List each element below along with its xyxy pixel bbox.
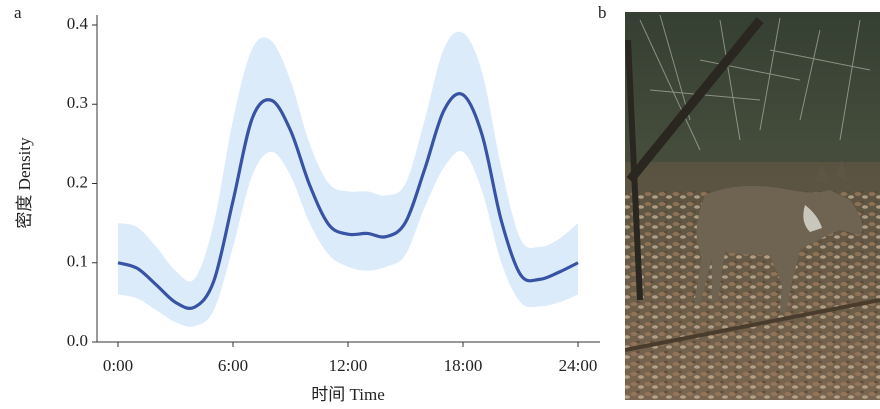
photo xyxy=(625,12,880,400)
x-tick-label: 0:00 xyxy=(103,356,133,375)
x-tick-label: 12:00 xyxy=(329,356,368,375)
panel-label: a xyxy=(14,3,22,22)
confidence-band xyxy=(118,31,578,327)
y-tick-label: 0.1 xyxy=(67,252,88,271)
y-tick-label: 0.2 xyxy=(67,172,88,191)
y-tick-label: 0.0 xyxy=(67,331,88,350)
plot xyxy=(117,31,579,327)
y-axis-label: 密度 Density xyxy=(15,137,34,229)
x-axis-label: 时间 Time xyxy=(311,385,385,404)
y-tick-label: 0.3 xyxy=(67,93,88,112)
density-line xyxy=(117,92,579,311)
x-tick-label: 18:00 xyxy=(444,356,483,375)
panel-label: b xyxy=(598,3,607,22)
deer xyxy=(694,160,863,312)
x-tick-label: 24:00 xyxy=(559,356,598,375)
x-tick-label: 6:00 xyxy=(218,356,248,375)
y-tick-label: 0.4 xyxy=(67,14,89,33)
